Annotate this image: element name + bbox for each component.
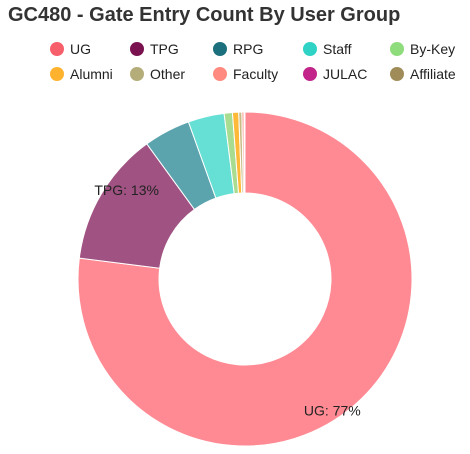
legend-label: By-Key: [410, 41, 456, 57]
legend-label: Faculty: [233, 66, 279, 82]
legend-item-affiliate[interactable]: Affiliate: [390, 65, 456, 83]
legend-label: TPG: [150, 41, 179, 57]
legend-label: Alumni: [70, 66, 113, 82]
legend-label: Affiliate: [410, 66, 456, 82]
legend-label: Other: [150, 66, 186, 82]
legend-swatch: [303, 42, 317, 56]
legend-label: JULAC: [323, 66, 368, 82]
legend-swatch: [213, 67, 227, 81]
chart-title: GC480 - Gate Entry Count By User Group: [8, 4, 401, 26]
legend-item-julac[interactable]: JULAC: [303, 65, 367, 83]
legend-item-tpg[interactable]: TPG: [130, 40, 179, 58]
legend-item-by-key[interactable]: By-Key: [390, 40, 455, 58]
data-label-tpg: TPG: 13%: [94, 182, 159, 198]
legend-item-ug[interactable]: UG: [50, 40, 91, 58]
slice-affiliate[interactable]: [243, 111, 246, 194]
legend-item-faculty[interactable]: Faculty: [213, 65, 278, 83]
legend-swatch: [50, 42, 64, 56]
legend-swatch: [130, 42, 144, 56]
legend-swatch: [390, 42, 404, 56]
data-label-ug: UG: 77%: [304, 402, 361, 418]
legend-label: UG: [70, 41, 91, 57]
legend-label: RPG: [233, 41, 264, 57]
legend-item-other[interactable]: Other: [130, 65, 185, 83]
legend-label: Staff: [323, 41, 352, 57]
slice-ug[interactable]: [77, 111, 413, 447]
legend-swatch: [303, 67, 317, 81]
legend-swatch: [213, 42, 227, 56]
legend-item-alumni[interactable]: Alumni: [50, 65, 113, 83]
legend-swatch: [130, 67, 144, 81]
legend-item-rpg[interactable]: RPG: [213, 40, 263, 58]
legend-item-staff[interactable]: Staff: [303, 40, 352, 58]
legend-swatch: [50, 67, 64, 81]
legend-swatch: [390, 67, 404, 81]
